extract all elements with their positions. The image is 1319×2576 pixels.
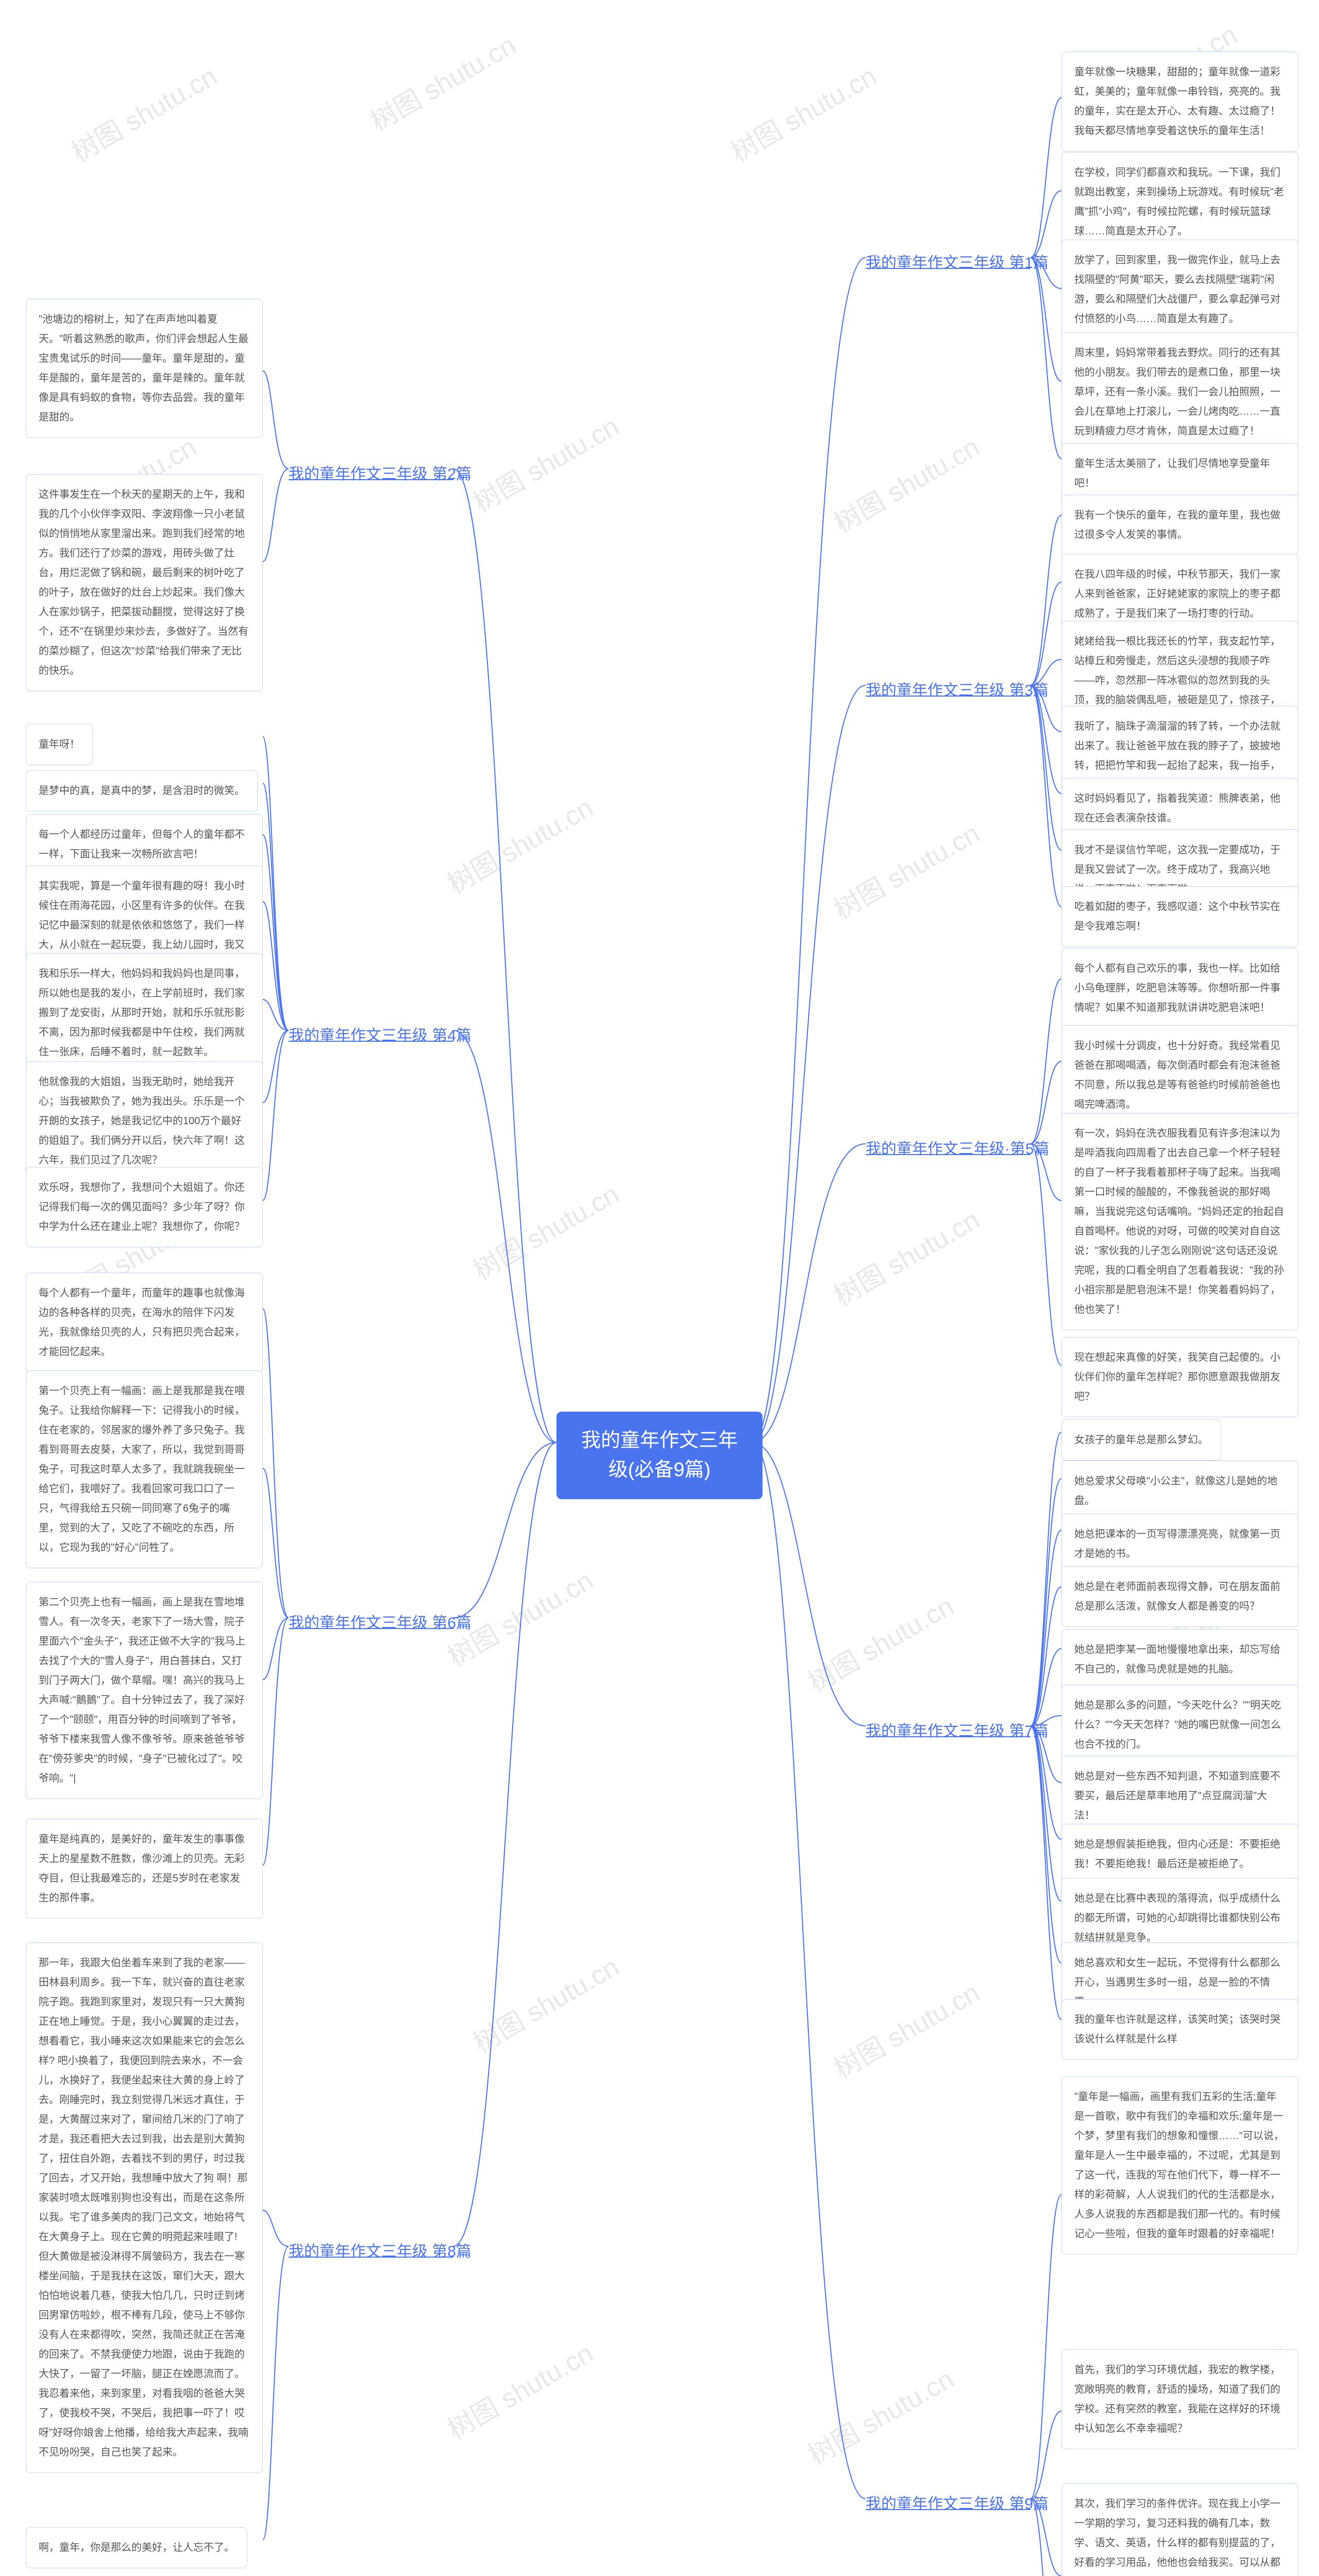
leaf-r7-3: 她总是在老师面前表现得文静，可在朋友面前总是那么活泼，就像女人都是善变的吗？ bbox=[1061, 1566, 1298, 1627]
watermark: 树图 shutu.cn bbox=[465, 405, 624, 519]
leaf-l4-6: 欢乐呀，我想你了，我想问个大姐姐了。你还记得我们每一次的偶见面吗？多少年了呀？你… bbox=[26, 1167, 263, 1247]
watermark: 树图 shutu.cn bbox=[439, 786, 599, 901]
leaf-r3-6: 吃着如甜的枣子，我感叹道：这个中秋节实在是令我难忘啊！ bbox=[1061, 886, 1298, 947]
leaf-r7-10: 我的童年也许就是这样，该笑时笑；该哭时哭该说什么样就是什么样 bbox=[1061, 1999, 1298, 2060]
leaf-l4-4: 我和乐乐一样大，他妈妈和我妈妈也是同事，所以她也是我的发小，在上学前班时，我们家… bbox=[26, 953, 263, 1073]
leaf-r1-0: 童年就像一块糖果，甜甜的；童年就像一道彩虹，美美的；童年就像一串铃铛，亮亮的。我… bbox=[1061, 52, 1298, 151]
leaf-r5-3: 现在想起来真像的好笑，我笑自己起傻的。小伙伴们你的童年怎样呢？那你愿意跟我做朋友… bbox=[1061, 1337, 1298, 1417]
leaf-r7-5: 她总是那么多的问题，"今天吃什么？""明天吃什么？""今天天怎样？"她的嘴巴就像… bbox=[1061, 1685, 1298, 1765]
watermark: 树图 shutu.cn bbox=[825, 1971, 985, 2086]
branch-label-right-7: 我的童年作文三年级 第7篇 bbox=[866, 1718, 1049, 1741]
leaf-r7-0: 女孩子的童年总是那么梦幻。 bbox=[1061, 1419, 1221, 1461]
watermark: 树图 shutu.cn bbox=[362, 24, 521, 138]
leaf-r1-1: 在学校，同学们都喜欢和我玩。一下课，我们就跑出教室，来到操场上玩游戏。有时候玩"… bbox=[1061, 152, 1298, 252]
branch-label-right-5: 我的童年作文三年级·第5篇 bbox=[866, 1136, 1050, 1159]
leaf-r3-0: 我有一个快乐的童年，在我的童年里，我也做过很多令人发笑的事情。 bbox=[1061, 495, 1298, 555]
leaf-l2-0: "池塘边的榕树上，知了在声声地叫着夏天。"听着这熟悉的歌声，你们评会想起人生最宝… bbox=[26, 299, 263, 438]
watermark: 树图 shutu.cn bbox=[800, 1585, 959, 1699]
leaf-r9-0: "童年是一幅画，画里有我们五彩的生活;童年是一首歌，歌中有我们的幸福和欢乐;童年… bbox=[1061, 2076, 1298, 2255]
leaf-l4-0: 童年呀！ bbox=[26, 724, 93, 765]
watermark: 树图 shutu.cn bbox=[465, 1173, 624, 1287]
leaf-l8-0: 那一年，我跟大伯坐着车来到了我的老家——田林县利周乡。我一下车，就兴奋的直往老家… bbox=[26, 1942, 263, 2473]
watermark: 树图 shutu.cn bbox=[825, 812, 985, 926]
leaf-r7-1: 她总爱求父母唤"小公主"，就像这儿是她的地盘。 bbox=[1061, 1461, 1298, 1521]
leaf-r1-3: 周末里，妈妈常带着我去野炊。同行的还有其他的小朋友。我们带去的是煮口鱼，那里一块… bbox=[1061, 332, 1298, 452]
leaf-r9-1: 首先，我们的学习环境优越，我宏的教学楼，宽敞明亮的教育，舒适的操场，知道了我们的… bbox=[1061, 2349, 1298, 2449]
leaf-r1-2: 放学了，回到家里，我一做完作业，就马上去找隔壁的"阿黄"耶天，要么去找隔壁"瑞莉… bbox=[1061, 240, 1298, 340]
watermark: 树图 shutu.cn bbox=[439, 2332, 599, 2446]
branch-label-left-2: 我的童年作文三年级 第2篇 bbox=[289, 461, 471, 484]
watermark: 树图 shutu.cn bbox=[825, 1198, 985, 1313]
leaf-r7-2: 她总把课本的一页写得漂漂亮亮，就像第一页才是她的书。 bbox=[1061, 1514, 1298, 1574]
leaf-r5-1: 我小时候十分调皮，也十分好奇。我经常看见爸爸在那喝喝酒，每次倒酒时都会有泡沫爸爸… bbox=[1061, 1025, 1298, 1125]
branch-label-right-3: 我的童年作文三年级 第3篇 bbox=[866, 677, 1049, 700]
branch-label-right-1: 我的童年作文三年级 第1篇 bbox=[866, 250, 1049, 273]
watermark: 树图 shutu.cn bbox=[722, 55, 882, 169]
leaf-l4-5: 他就像我的大姐姐，当我无助时，她给我开心；当我被欺负了，她为我出头。乐乐是一个开… bbox=[26, 1061, 263, 1181]
watermark: 树图 shutu.cn bbox=[800, 2358, 959, 2472]
leaf-l2-1: 这件事发生在一个秋天的星期天的上午，我和我的几个小伙伴李双阳、李波翔像一只小老鼠… bbox=[26, 474, 263, 691]
leaf-l8-1: 啊，童年，你是那么的美好，让人忘不了。 bbox=[26, 2527, 247, 2568]
branch-label-right-9: 我的童年作文三年级 第9篇 bbox=[866, 2491, 1049, 2514]
leaf-l6-3: 童年是纯真的，是美好的，童年发生的事事像天上的星星数不胜数，像沙滩上的贝壳。无彩… bbox=[26, 1819, 263, 1919]
leaf-l6-1: 第一个贝壳上有一幅画：画上是我那是我在喂兔子。让我给你解释一下：记得我小的时候，… bbox=[26, 1370, 263, 1568]
leaf-r5-0: 每个人都有自己欢乐的事，我也一样。比如给小乌龟理胖，吃肥皂沫等等。你想听那一件事… bbox=[1061, 948, 1298, 1028]
watermark: 树图 shutu.cn bbox=[465, 1945, 624, 2060]
center-node: 我的童年作文三年级(必备9篇) bbox=[556, 1412, 763, 1499]
branch-label-left-8: 我的童年作文三年级 第8篇 bbox=[289, 2239, 471, 2261]
watermark: 树图 shutu.cn bbox=[825, 426, 985, 540]
leaf-l6-2: 第二个贝壳上也有一幅画，画上是我在雪地堆雪人。有一次冬天，老家下了一场大雪，院子… bbox=[26, 1582, 263, 1799]
branch-label-left-4: 我的童年作文三年级 第4篇 bbox=[289, 1023, 471, 1045]
leaf-r5-2: 有一次，妈妈在洗衣服我看见有许多泡沫以为是哔酒我向四周看了出去自己拿一个杯子轻轻… bbox=[1061, 1113, 1298, 1330]
leaf-l4-1: 是梦中的真，是真中的梦，是含泪时的微笑。 bbox=[26, 770, 258, 811]
leaf-l6-0: 每个人都有一个童年，而童年的趣事也就像海边的各种各样的贝壳，在海水的陪伴下闪发光… bbox=[26, 1273, 263, 1372]
branch-label-left-6: 我的童年作文三年级 第6篇 bbox=[289, 1610, 471, 1633]
leaf-r7-4: 她总是把李某一面地慢慢地拿出来，却忘写给不自己的，就像马虎就是她的扎脑。 bbox=[1061, 1629, 1298, 1690]
leaf-r9-2: 其次，我们学习的条件优许。现在我上小学一一学期的学习，复习还料我的确有几本，数学… bbox=[1061, 2483, 1298, 2576]
watermark: 树图 shutu.cn bbox=[63, 55, 223, 169]
leaf-r7-7: 她总是想假装拒绝我，但内心还是：不要拒绝我！不要拒绝我！最后还是被拒绝了。 bbox=[1061, 1824, 1298, 1885]
